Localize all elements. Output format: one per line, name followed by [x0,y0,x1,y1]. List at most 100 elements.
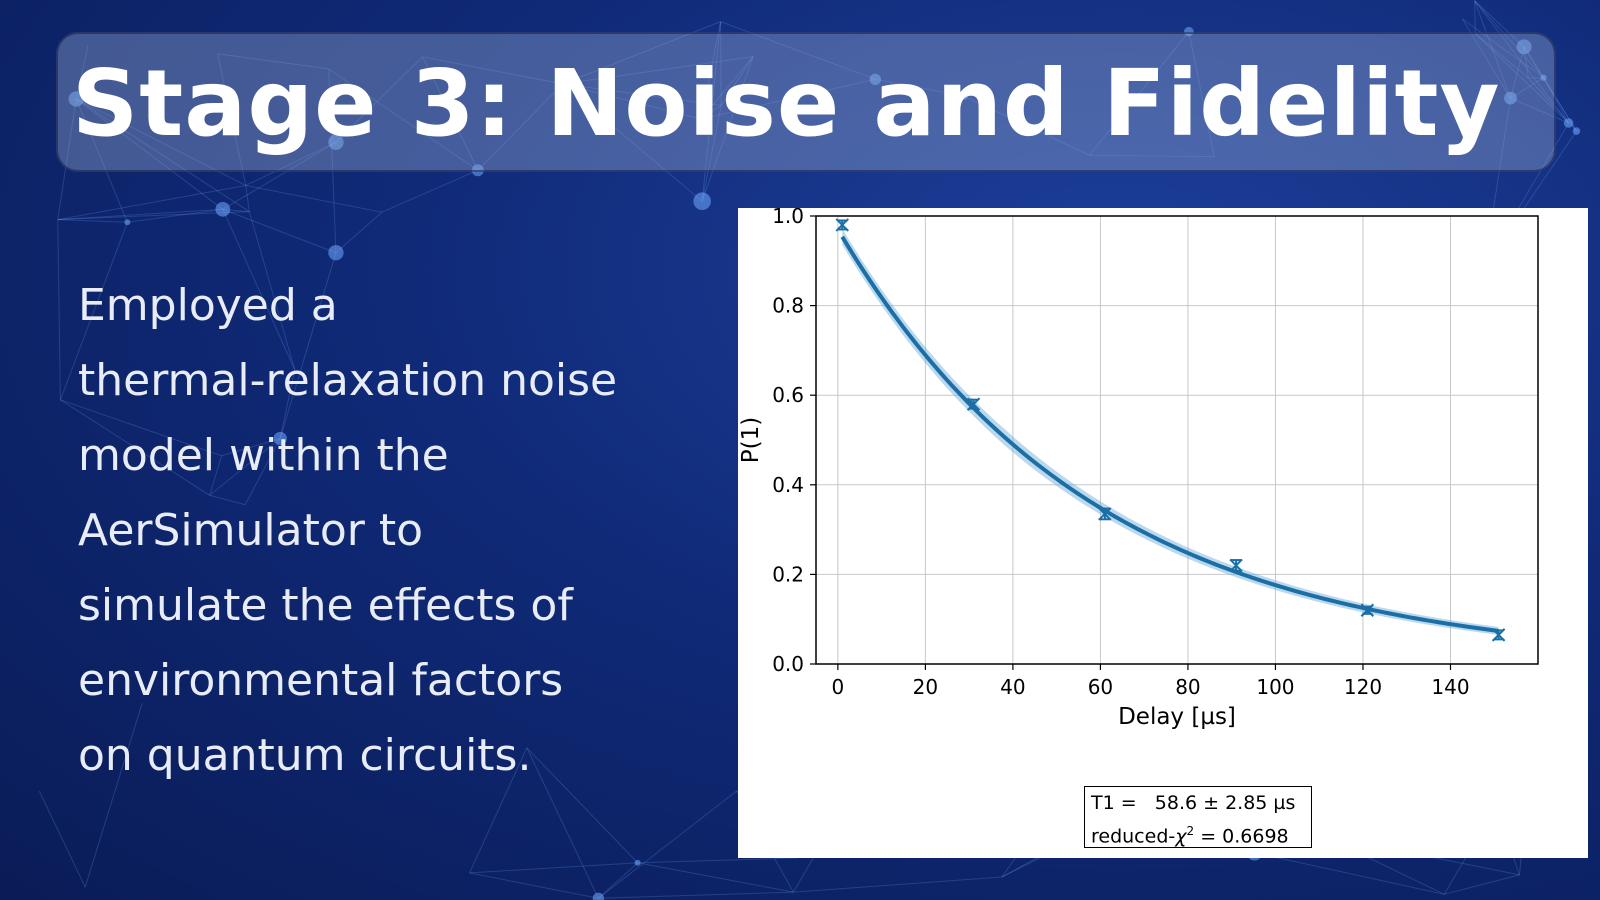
body-line: simulate the effects of [78,580,573,631]
network-line [245,184,382,213]
network-line [701,78,876,120]
network-line [422,56,479,171]
network-line [526,747,638,864]
network-line [381,169,479,213]
network-line [244,438,281,505]
network-line [279,252,337,439]
network-line [1474,0,1511,99]
t1-label: T1 = [1091,792,1137,814]
network-line [598,790,737,899]
network-line [59,222,128,400]
network-line [1474,0,1525,48]
network-line [720,21,876,80]
y-tick-label: 1.0 [772,208,804,228]
network-line [720,56,754,106]
network-line [1474,0,1476,34]
network-node [1572,127,1581,135]
network-line [469,862,638,874]
body-line: AerSimulator to [78,505,423,556]
network-node [1516,39,1532,55]
network-line [598,891,794,899]
x-tick-label: 120 [1344,675,1382,699]
network-node [592,892,605,900]
data-point [966,397,981,411]
body-line: environmental factors [78,655,564,706]
network-node [68,91,84,107]
network-line [222,141,337,210]
network-line [57,219,128,223]
x-tick-label: 0 [832,675,845,699]
network-node [1563,118,1574,128]
title-banner [56,32,1556,172]
y-tick-label: 0.4 [772,473,804,497]
network-line [1444,874,1520,895]
network-node [273,431,287,446]
network-line [217,53,247,186]
data-point [1360,603,1375,617]
body-line: model within the [78,430,449,481]
network-line [1089,154,1215,158]
network-line [637,862,794,893]
network-line [279,369,296,439]
x-tick-label: 60 [1088,675,1113,699]
network-line [57,184,246,221]
network-line [328,68,337,253]
network-line [209,494,246,506]
network-line [84,702,143,888]
data-point [1098,507,1112,521]
chart-grid [816,215,1538,665]
data-point [1491,628,1506,642]
data-point [1229,558,1243,573]
network-line [562,56,754,85]
y-tick-label: 0.2 [772,562,804,586]
network-node [693,192,711,211]
network-line [221,438,281,457]
body-line: Employed a [78,280,338,331]
network-line [964,95,1090,156]
network-line [1474,33,1569,124]
network-node [328,134,344,150]
network-node [1540,74,1547,81]
network-line [469,872,599,899]
network-node [1504,91,1517,105]
network-line [245,185,250,212]
network-line [75,98,250,212]
network-node [1184,26,1194,37]
network-line [209,438,281,496]
y-tick-label: 0.6 [772,383,804,407]
network-line [469,747,528,874]
network-line [477,83,564,171]
t1-decay-chart: 0 20 40 60 80 100 120 140 0.0 0.2 0.4 0.6 0.8 1.0 De… [738,208,1539,730]
network-node [215,201,231,217]
data-point [835,218,849,232]
network-line [335,56,423,143]
network-line [526,747,599,899]
network-line [700,105,722,120]
x-tick-label: 20 [913,675,938,699]
network-line [75,98,224,210]
fit-curve [840,235,1499,633]
network-line [209,455,223,496]
network-line [57,219,61,400]
body-line: thermal-relaxation noise [78,355,618,406]
network-node [634,859,641,866]
network-line [127,208,223,223]
network-line [1254,852,1445,895]
network-line [222,209,296,370]
network-line [222,208,337,254]
network-line [1188,31,1215,157]
network-line [217,53,329,70]
network-line [720,21,722,106]
network-line [248,211,296,370]
t1-value: 58.6 ± 2.85 µs [1154,792,1296,814]
network-line [335,211,383,254]
chi2-value: = 0.6698 [1200,825,1289,848]
network-line [1510,97,1569,124]
x-tick-label: 40 [1000,675,1025,699]
y-tick-label: 0.8 [772,294,804,318]
network-node [328,245,344,261]
network-line [875,78,965,97]
network-line [75,98,128,223]
network-line [1543,77,1570,124]
network-line [422,56,563,85]
